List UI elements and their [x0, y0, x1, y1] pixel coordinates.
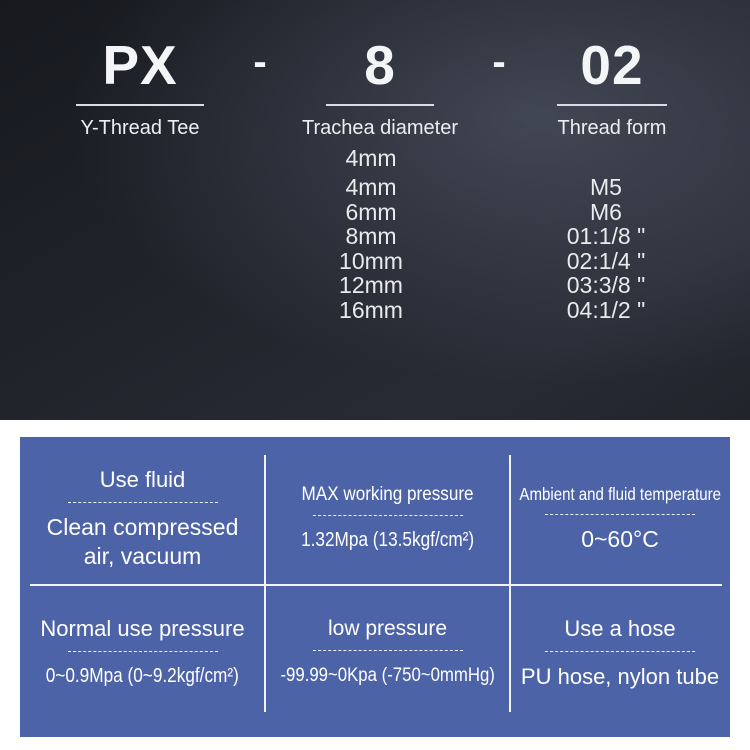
underline	[76, 104, 204, 106]
spec-value: 0~60°C	[581, 526, 659, 552]
spec-value: Clean compressed air, vacuum	[46, 514, 245, 569]
horizontal-divider	[30, 584, 722, 586]
diameter-code-label: Trachea diameter	[302, 117, 458, 139]
spec-cell-use-a-hose: Use a hose PU hose, nylon tube	[510, 585, 730, 737]
model-code-label: Y-Thread Tee	[80, 117, 200, 139]
code-separator: -	[253, 40, 267, 84]
spec-value: PU hose, nylon tube	[520, 663, 720, 689]
spec-value: 0~0.9Mpa (0~9.2kgf/cm²)	[45, 664, 240, 687]
underline	[557, 104, 667, 106]
diameter-option: 6mm	[345, 198, 397, 225]
thread-option: M5	[590, 174, 622, 200]
thread-option: 04:1/2 "	[566, 296, 646, 323]
diameter-option: 12mm	[339, 272, 403, 298]
dashed-divider	[67, 650, 218, 652]
spec-cell-max-working-pressure: MAX working pressure 1.32Mpa (13.5kgf/cm…	[265, 437, 510, 585]
spec-cell-normal-use-pressure: Normal use pressure 0~0.9Mpa (0~9.2kgf/c…	[20, 585, 265, 737]
spec-title: Normal use pressure	[40, 615, 245, 641]
spec-title: low pressure	[327, 616, 448, 640]
vertical-divider	[509, 455, 511, 712]
spec-cell-ambient-temperature: Ambient and fluid temperature 0~60°C	[510, 437, 730, 585]
diameter-option: 4mm	[345, 145, 397, 171]
code-separator: -	[492, 40, 506, 84]
underline	[326, 104, 434, 106]
diameter-option: 16mm	[339, 296, 403, 323]
diameter-code: 8	[364, 34, 396, 96]
spec-table: Use fluid Clean compressed air, vacuum M…	[20, 437, 730, 737]
code-part-model: PX Y-Thread Tee	[60, 28, 220, 140]
model-code: PX	[102, 34, 178, 96]
thread-option: 03:3/8 "	[566, 272, 646, 298]
thread-code-label: Thread form	[557, 117, 667, 139]
spec-cell-low-pressure: low pressure -99.99~0Kpa (-750~0mmHg)	[265, 585, 510, 737]
spec-value: 1.32Mpa (13.5kgf/cm²)	[300, 528, 475, 551]
spec-title: Ambient and fluid temperature	[519, 484, 721, 504]
spec-title: MAX working pressure	[301, 483, 474, 505]
dashed-divider	[312, 514, 463, 516]
product-code-hero: PX Y-Thread Tee - 8 Trachea diameter - 0…	[0, 0, 750, 420]
thread-option: 02:1/4 "	[566, 247, 646, 274]
thread-option: M6	[590, 198, 622, 225]
diameter-option: 4mm	[345, 174, 397, 200]
dashed-divider	[67, 502, 218, 503]
thread-code: 02	[580, 34, 644, 96]
diameter-option: 8mm	[345, 223, 397, 249]
spec-title: Use fluid	[99, 467, 186, 492]
dashed-divider	[545, 514, 695, 515]
spec-title: Use a hose	[564, 615, 676, 641]
thread-options-list: M5 M6 01:1/8 " 02:1/4 " 03:3/8 " 04:1/2 …	[520, 175, 692, 322]
diameter-option: 10mm	[339, 247, 403, 274]
spec-value: -99.99~0Kpa (-750~0mmHg)	[280, 663, 495, 686]
spec-cell-use-fluid: Use fluid Clean compressed air, vacuum	[20, 437, 265, 585]
dashed-divider	[545, 650, 695, 652]
vertical-divider	[264, 455, 266, 712]
code-part-thread: 02 Thread form	[532, 28, 692, 140]
diameter-options-list: 4mm 4mm 6mm 8mm 10mm 12mm 16mm	[296, 146, 446, 322]
code-part-diameter: 8 Trachea diameter	[300, 28, 460, 140]
dashed-divider	[312, 649, 463, 651]
thread-option: 01:1/8 "	[566, 223, 646, 249]
